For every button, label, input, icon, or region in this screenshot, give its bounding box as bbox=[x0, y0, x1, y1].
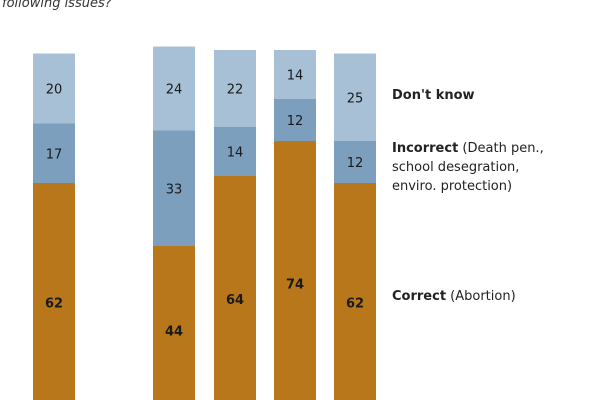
legend-incorrect: Incorrect (Death pen., school desegratio… bbox=[392, 139, 544, 196]
bar-1-incorrect-value-label: 17 bbox=[46, 147, 63, 162]
bar-5-incorrect-segment bbox=[334, 141, 376, 183]
bar-2-incorrect-segment bbox=[153, 130, 195, 246]
legend-dont-know: Don't know bbox=[392, 86, 475, 105]
bar-1-correct-segment bbox=[33, 183, 75, 400]
legend-incorrect-detail-3: enviro. protection) bbox=[392, 179, 513, 194]
bar-1-dont-know-value-label: 20 bbox=[46, 83, 63, 98]
bar-5-correct-segment bbox=[334, 183, 376, 400]
bar-4-dont-know-segment bbox=[274, 50, 316, 99]
legend-correct-label: Correct bbox=[392, 289, 447, 304]
bar-4-incorrect-segment bbox=[274, 99, 316, 141]
legend-correct: Correct (Abortion) bbox=[392, 287, 516, 306]
bar-3-correct-value-label: 64 bbox=[226, 293, 244, 308]
legend-dont-know-label: Don't know bbox=[392, 88, 475, 103]
bar-3-dont-know-value-label: 22 bbox=[227, 83, 244, 98]
bar-1-dont-know-segment bbox=[33, 53, 75, 124]
bar-4-incorrect-value-label: 12 bbox=[287, 114, 304, 129]
bar-2-correct-segment bbox=[153, 246, 195, 400]
bar-4-correct-segment bbox=[274, 141, 316, 400]
bar-2-incorrect-value-label: 33 bbox=[166, 182, 183, 197]
bar-3-incorrect-value-label: 14 bbox=[227, 146, 244, 161]
bar-3-dont-know-segment bbox=[214, 50, 256, 127]
bar-3-correct-segment bbox=[214, 176, 256, 400]
bar-4-dont-know-value-label: 14 bbox=[287, 69, 304, 84]
bar-4-correct-value-label: 74 bbox=[286, 277, 304, 292]
bar-5-incorrect-value-label: 12 bbox=[347, 156, 364, 171]
bar-3-incorrect-segment bbox=[214, 127, 256, 176]
legend-incorrect-label: Incorrect bbox=[392, 141, 459, 156]
bar-1-incorrect-segment bbox=[33, 123, 75, 183]
legend-incorrect-detail-2: school desegration, bbox=[392, 160, 520, 175]
bar-2-correct-value-label: 44 bbox=[165, 325, 183, 340]
chart-subtitle: following issues? bbox=[2, 0, 112, 11]
bar-5-dont-know-value-label: 25 bbox=[347, 91, 364, 106]
bar-1-correct-value-label: 62 bbox=[45, 296, 63, 311]
bar-2-dont-know-segment bbox=[153, 46, 195, 131]
legend-incorrect-detail-1: (Death pen., bbox=[458, 141, 544, 156]
bar-2-dont-know-value-label: 24 bbox=[166, 83, 183, 98]
bar-5-correct-value-label: 62 bbox=[346, 296, 364, 311]
legend-correct-detail: (Abortion) bbox=[446, 289, 516, 304]
bar-5-dont-know-segment bbox=[334, 53, 376, 141]
